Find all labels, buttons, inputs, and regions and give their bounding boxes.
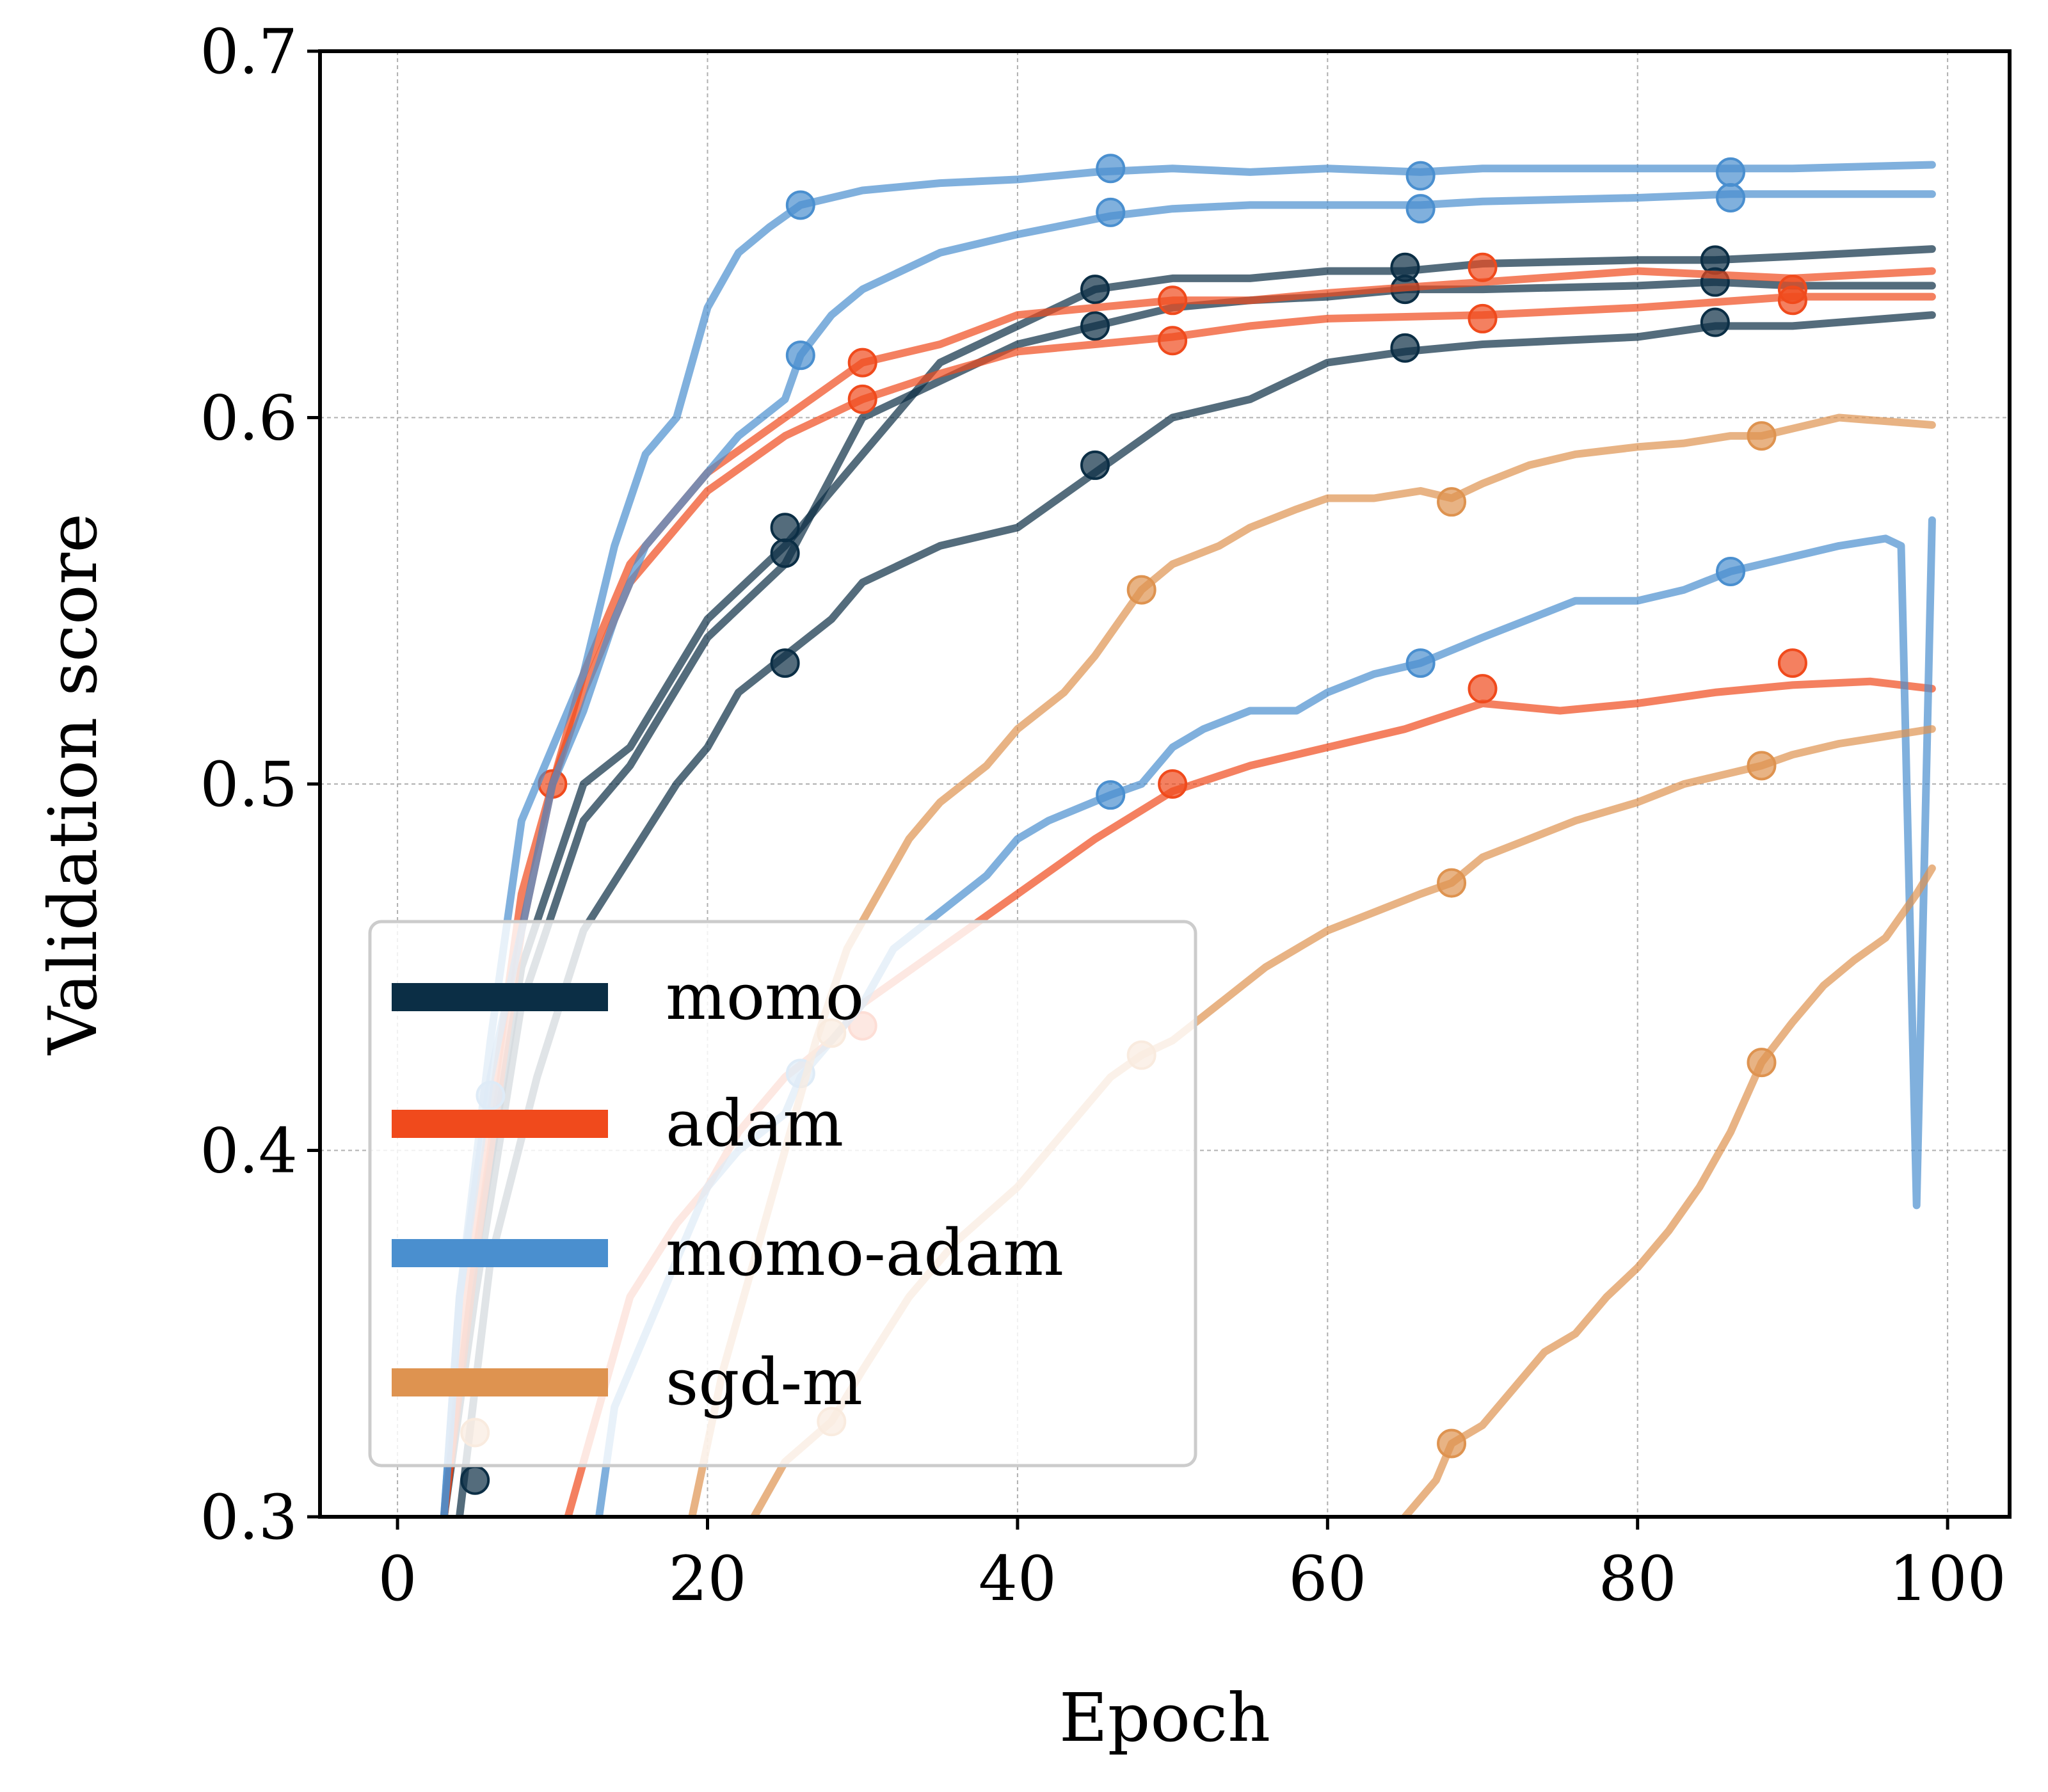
legend-entry-momo: momo bbox=[392, 959, 864, 1034]
series-marker-adam bbox=[1158, 285, 1188, 316]
x-tick-label: 0 bbox=[378, 1543, 417, 1615]
series-line-momo-adam bbox=[440, 161, 1936, 1517]
legend-entry-momo-adam: momo-adam bbox=[392, 1215, 1064, 1290]
legend-label-sgd-m: sgd-m bbox=[666, 1345, 863, 1420]
series-marker-momo-adam bbox=[1716, 183, 1746, 212]
series-line-momo bbox=[456, 311, 1936, 1517]
series-marker-adam bbox=[1777, 648, 1807, 678]
series-marker-momo-adam bbox=[1405, 194, 1436, 224]
legend-label-momo-adam: momo-adam bbox=[666, 1215, 1064, 1290]
series-marker-momo-adam bbox=[1405, 648, 1436, 678]
y-axis-label: Validation score bbox=[34, 513, 112, 1056]
series-marker-adam bbox=[847, 348, 877, 378]
legend: momo adam momo-adam sgd-m bbox=[368, 920, 1197, 1468]
legend-label-adam: adam bbox=[666, 1086, 844, 1161]
series-marker-sgd-m bbox=[1437, 868, 1467, 898]
legend-entry-sgd-m: sgd-m bbox=[392, 1345, 863, 1420]
series-marker-momo bbox=[460, 1465, 490, 1495]
y-tick-label: 0.6 bbox=[200, 383, 298, 454]
series-marker-momo bbox=[1390, 333, 1420, 363]
series-marker-sgd-m bbox=[1747, 421, 1777, 451]
series-marker-adam bbox=[1777, 285, 1807, 316]
series-marker-adam bbox=[1468, 674, 1498, 704]
y-tick-label: 0.4 bbox=[200, 1116, 298, 1187]
series-line-momo bbox=[440, 278, 1936, 1517]
x-tick-label: 40 bbox=[979, 1543, 1057, 1615]
series-marker-momo-adam bbox=[785, 190, 815, 220]
series-marker-sgd-m bbox=[1437, 487, 1467, 517]
series-marker-sgd-m bbox=[1437, 1428, 1467, 1459]
series-marker-adam bbox=[847, 384, 877, 414]
axis-ticks: 0 20 40 60 80 100 0.3 0.4 0.5 0.6 0.7 bbox=[200, 16, 2006, 1615]
series-marker-momo-adam bbox=[1405, 161, 1436, 191]
y-tick-label: 0.3 bbox=[200, 1482, 298, 1553]
series-marker-momo bbox=[1080, 311, 1110, 341]
y-tick-label: 0.5 bbox=[200, 749, 298, 820]
series-marker-momo bbox=[1080, 275, 1110, 305]
series-marker-momo-adam bbox=[1716, 556, 1746, 586]
series-marker-adam bbox=[1158, 769, 1188, 799]
series-marker-momo-adam bbox=[1096, 197, 1126, 227]
series-line-momo-adam bbox=[440, 190, 1936, 1517]
series-marker-adam bbox=[1468, 303, 1498, 333]
series-marker-momo-adam bbox=[1096, 780, 1126, 810]
series-marker-sgd-m bbox=[1126, 575, 1156, 605]
series-line-sgd-m bbox=[1401, 864, 1936, 1517]
series-marker-momo-adam bbox=[1096, 154, 1126, 184]
x-tick-label: 20 bbox=[668, 1543, 746, 1615]
series-marker-momo bbox=[1080, 450, 1110, 480]
series-marker-momo bbox=[770, 648, 800, 678]
series-marker-momo-adam bbox=[1716, 157, 1746, 187]
series-marker-adam bbox=[1468, 252, 1498, 282]
x-axis-label: Epoch bbox=[1059, 1679, 1270, 1757]
x-tick-label: 100 bbox=[1889, 1543, 2006, 1615]
series-marker-momo bbox=[1700, 307, 1730, 337]
series-marker-sgd-m bbox=[1747, 1048, 1777, 1078]
x-tick-label: 80 bbox=[1599, 1543, 1677, 1615]
series-marker-momo bbox=[770, 513, 800, 543]
series-marker-sgd-m bbox=[1747, 751, 1777, 781]
legend-box bbox=[368, 920, 1197, 1468]
legend-entry-adam: adam bbox=[392, 1086, 844, 1161]
series-marker-momo-adam bbox=[785, 340, 815, 371]
legend-label-momo: momo bbox=[666, 959, 864, 1034]
series-marker-momo bbox=[770, 538, 800, 568]
y-tick-label: 0.7 bbox=[200, 16, 298, 88]
x-tick-label: 60 bbox=[1288, 1543, 1366, 1615]
series-marker-adam bbox=[1158, 326, 1188, 356]
